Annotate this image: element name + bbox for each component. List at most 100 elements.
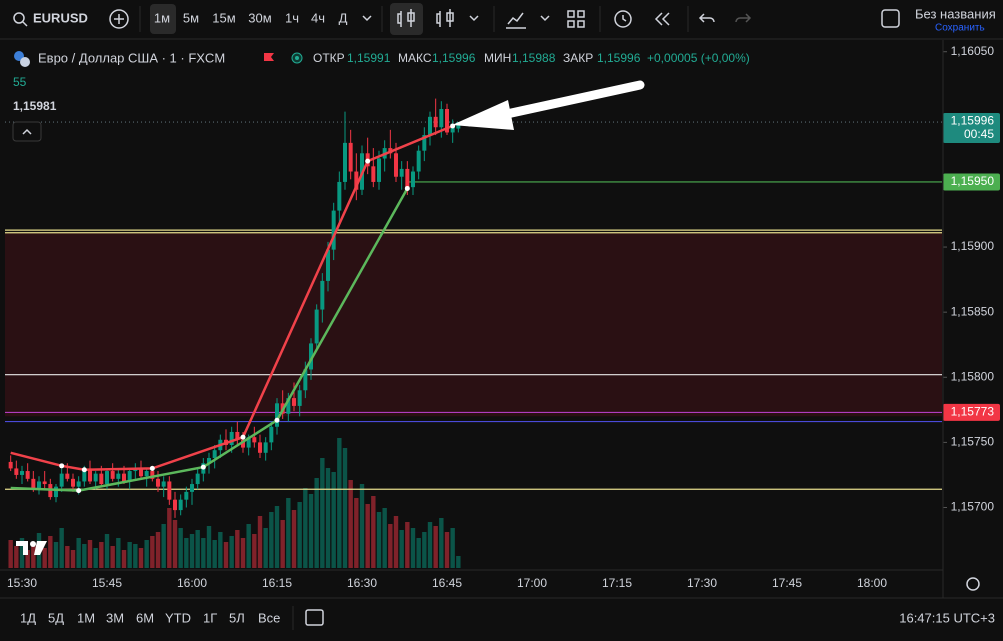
candle-body [303, 369, 308, 391]
open-value: 1,15991 [347, 51, 391, 65]
volume-bar [65, 546, 70, 568]
timeframe[interactable]: 15м [212, 10, 235, 25]
timeframe[interactable]: 30м [248, 10, 271, 25]
volume-bar [348, 480, 353, 568]
compare-button[interactable] [109, 9, 129, 29]
redo-icon[interactable] [735, 13, 752, 23]
timeframe[interactable]: Д [339, 10, 348, 25]
search-icon[interactable] [13, 12, 25, 24]
layout-name[interactable]: Без названия [915, 6, 996, 21]
range-button[interactable]: 6М [136, 610, 154, 625]
candle-body [150, 471, 155, 479]
volume-bar [99, 542, 104, 568]
timeframe[interactable]: 5м [183, 10, 199, 25]
volume-bar [195, 530, 200, 568]
replay-icon[interactable] [654, 12, 670, 26]
candle-body [42, 481, 47, 485]
volume-bar [48, 536, 53, 568]
price-label-bg [943, 173, 1000, 191]
range-button[interactable]: 1Г [203, 610, 217, 625]
indicators-icon[interactable] [506, 12, 526, 29]
y-tick-label: 1,15900 [951, 239, 995, 253]
collapse-chevron [22, 128, 32, 135]
menu-chevron[interactable] [540, 15, 550, 22]
high-label: МАКС [398, 51, 432, 65]
volume-bar [354, 498, 359, 568]
candle-body [139, 468, 143, 477]
bars-icon[interactable] [436, 9, 454, 27]
x-tick-label: 17:45 [772, 576, 802, 590]
volume-bar [206, 526, 212, 568]
range-buttons: 1Д 5Д 1М 3М 6М YTD 1Г 5Л Все [20, 610, 280, 625]
settings-icon[interactable] [966, 577, 980, 591]
range-button[interactable]: YTD [165, 610, 191, 625]
price-label: 1,15950 [951, 174, 995, 188]
collapse-button[interactable] [12, 121, 42, 142]
chart-type-button[interactable] [390, 3, 423, 35]
tv-logo [16, 541, 47, 555]
range-button[interactable]: 1М [77, 610, 95, 625]
candles-icon [397, 9, 415, 27]
candle-body [110, 471, 115, 479]
candle-body [320, 280, 325, 310]
candle-body [348, 142, 353, 172]
save-button[interactable]: Сохранить [935, 23, 985, 34]
volume-bar [246, 524, 251, 568]
volume-bar [382, 508, 387, 568]
candle-body [93, 473, 98, 482]
goto-date-icon[interactable] [305, 609, 324, 626]
volume-bar [229, 536, 234, 568]
layouts-icon[interactable] [567, 10, 585, 28]
volume-bar [87, 540, 93, 568]
price-label-bg [943, 403, 1000, 421]
line-vertex [200, 464, 206, 470]
candle-body [411, 171, 415, 188]
layout-checkbox[interactable] [881, 9, 900, 28]
line-vertex [404, 185, 410, 191]
menu-chevron[interactable] [469, 15, 479, 22]
timeframe[interactable]: 4ч [311, 10, 325, 25]
line-vertex [274, 417, 280, 423]
candle-body [377, 158, 381, 182]
candle-body [207, 458, 211, 464]
range-button[interactable]: 5Л [229, 610, 245, 625]
symbol[interactable]: EURUSD [33, 10, 88, 25]
high-value: 1,15996 [432, 51, 476, 65]
undo-icon[interactable] [698, 13, 715, 23]
clock[interactable]: 16:47:15 UTC+3 [899, 610, 995, 625]
close-value: 1,15996 [597, 51, 641, 65]
x-tick-label: 16:30 [347, 576, 377, 590]
timeframe[interactable]: 1ч [285, 10, 299, 25]
alert-hands [622, 15, 627, 22]
volume-bar [410, 528, 416, 568]
volume-value: 55 [13, 75, 27, 89]
volume-bar [456, 556, 461, 568]
x-tick-label: 15:30 [7, 576, 37, 590]
volume-bar [303, 488, 308, 568]
volume-bar [371, 496, 376, 568]
volume-bar [82, 544, 87, 568]
alert-icon[interactable] [614, 10, 632, 28]
low-label: МИН [484, 51, 511, 65]
low-value: 1,15988 [512, 51, 556, 65]
volume-bar [31, 543, 36, 568]
timeframe-menu[interactable] [362, 15, 372, 22]
range-button[interactable]: Все [258, 610, 280, 625]
candle-body [71, 478, 75, 487]
line-vertex [365, 158, 371, 164]
candle-body [235, 431, 240, 440]
volume-bar [444, 532, 450, 568]
candle-body [394, 153, 398, 177]
volume-bar [53, 542, 59, 568]
volume-bar [104, 534, 110, 568]
volume-bar [291, 510, 297, 568]
candle-body [82, 468, 87, 482]
candle-body [8, 461, 13, 469]
range-button[interactable]: 5Д [48, 610, 64, 625]
timeframe[interactable]: 1м [154, 10, 170, 25]
range-button[interactable]: 1Д [20, 610, 36, 625]
legend: Евро / Доллар США · 1 · FXCM ОТКР 1,1599… [12, 50, 750, 142]
range-button[interactable]: 3М [106, 610, 124, 625]
candle-body [190, 484, 194, 492]
